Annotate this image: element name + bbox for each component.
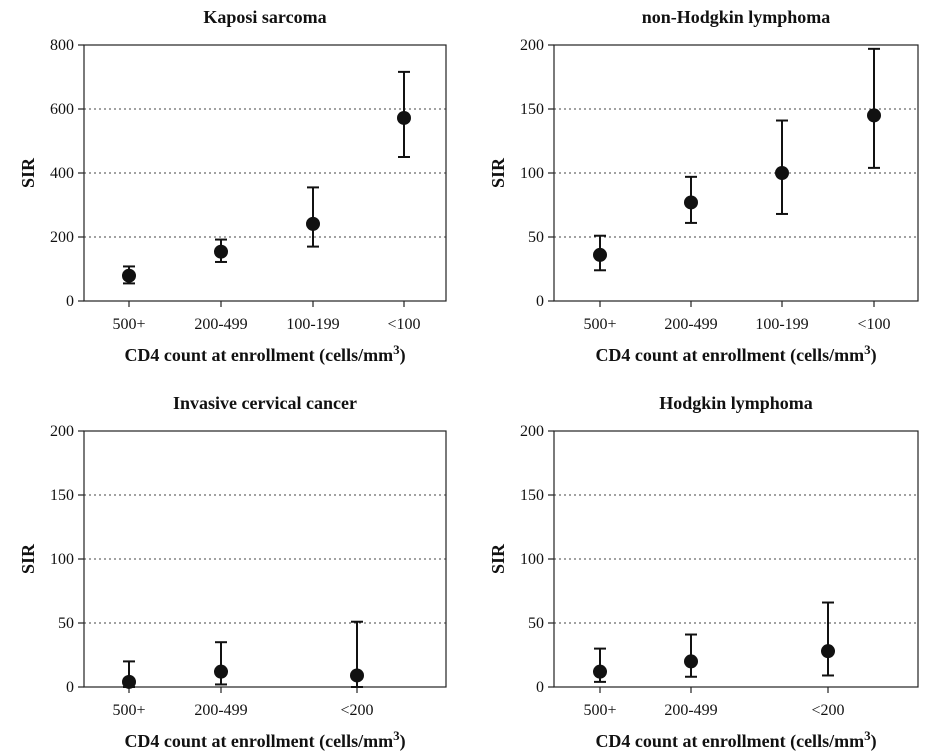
x-axis-label: CD4 count at enrollment (cells/mm3) <box>595 728 876 751</box>
y-tick-label: 800 <box>50 37 74 54</box>
x-tick-label: <100 <box>387 316 420 333</box>
data-point <box>122 674 136 689</box>
x-tick-label: 200-499 <box>194 702 247 719</box>
y-tick-label: 0 <box>536 293 544 310</box>
chart-panel-3: 0 50 100 150 200 500+ 200-499 <200 Invasive cerv… <box>18 393 447 751</box>
x-tick-label: 100-199 <box>755 316 808 333</box>
x-axis-label-main: CD4 count at enrollment (cells/mm <box>124 731 393 751</box>
x-tick-label: 200-499 <box>664 316 717 333</box>
chart-panel-4: 0 50 100 150 200 500+ 200-499 <200 Hodgkin lymph… <box>488 393 919 751</box>
y-axis-label: SIR <box>488 543 508 574</box>
x-tick-label: <100 <box>857 316 890 333</box>
x-tick-label: 500+ <box>112 316 145 333</box>
y-tick-label: 50 <box>528 615 544 632</box>
y-axis-label: SIR <box>488 157 508 188</box>
data-point <box>350 668 364 683</box>
chart-title: Invasive cervical cancer <box>173 393 357 413</box>
y-tick-label: 200 <box>520 423 544 440</box>
x-axis-label-main: CD4 count at enrollment (cells/mm <box>124 345 393 366</box>
x-tick-label: 100-199 <box>286 316 339 333</box>
x-tick-label: 500+ <box>583 316 616 333</box>
x-axis-label-end: ) <box>400 345 406 366</box>
y-tick-label: 50 <box>528 229 544 246</box>
y-axis-label: SIR <box>18 543 38 574</box>
y-tick-label: 150 <box>520 101 544 118</box>
y-axis-label: SIR <box>18 157 38 188</box>
y-tick-label: 200 <box>50 423 74 440</box>
chart-title: Hodgkin lymphoma <box>659 393 813 413</box>
x-axis-label-superscript: 3 <box>864 728 871 743</box>
x-axis-label-end: ) <box>400 731 406 751</box>
x-axis-label-superscript: 3 <box>393 728 400 743</box>
data-point <box>122 268 136 283</box>
x-tick-label: 500+ <box>583 702 616 719</box>
y-tick-label: 100 <box>50 551 74 568</box>
data-point <box>867 108 881 123</box>
x-axis-label-superscript: 3 <box>393 342 400 357</box>
y-tick-label: 200 <box>520 37 544 54</box>
data-point <box>593 247 607 262</box>
x-axis-label: CD4 count at enrollment (cells/mm3) <box>124 728 405 751</box>
data-point <box>214 664 228 679</box>
chart-panel-2: 0 50 100 150 200 500+ 200-499 100-199 <100 non-Ho… <box>488 7 919 366</box>
chart-title: non-Hodgkin lymphoma <box>642 7 831 27</box>
x-tick-label: 500+ <box>112 702 145 719</box>
data-point <box>775 166 789 180</box>
x-tick-label: 200-499 <box>664 702 717 719</box>
data-point <box>684 654 698 669</box>
y-tick-label: 100 <box>520 551 544 568</box>
data-point <box>684 195 698 210</box>
y-tick-label: 150 <box>520 487 544 504</box>
y-tick-label: 400 <box>50 165 74 182</box>
x-axis-label-superscript: 3 <box>864 342 871 357</box>
x-tick-label: <200 <box>811 702 844 719</box>
x-axis-label-end: ) <box>871 345 877 366</box>
chart-panel-1: 0 200 400 600 800 500+ 200-499 100-199 <100 Kapos… <box>18 7 447 366</box>
data-point <box>214 244 228 259</box>
x-axis-label-main: CD4 count at enrollment (cells/mm <box>595 731 864 751</box>
x-axis-label-main: CD4 count at enrollment (cells/mm <box>595 345 864 366</box>
y-tick-label: 150 <box>50 487 74 504</box>
data-point <box>306 216 320 231</box>
data-point <box>397 110 411 125</box>
x-axis-label: CD4 count at enrollment (cells/mm3) <box>595 342 876 366</box>
y-tick-label: 0 <box>66 293 74 310</box>
x-tick-label: <200 <box>340 702 373 719</box>
data-point <box>821 644 835 659</box>
y-tick-label: 0 <box>536 679 544 696</box>
x-tick-label: 200-499 <box>194 316 247 333</box>
y-tick-label: 50 <box>58 615 74 632</box>
x-axis-label: CD4 count at enrollment (cells/mm3) <box>124 342 405 366</box>
data-point <box>593 664 607 679</box>
y-tick-label: 600 <box>50 101 74 118</box>
y-tick-label: 100 <box>520 165 544 182</box>
y-tick-label: 0 <box>66 679 74 696</box>
y-tick-label: 200 <box>50 229 74 246</box>
x-axis-label-end: ) <box>871 731 877 751</box>
chart-title: Kaposi sarcoma <box>203 7 326 27</box>
